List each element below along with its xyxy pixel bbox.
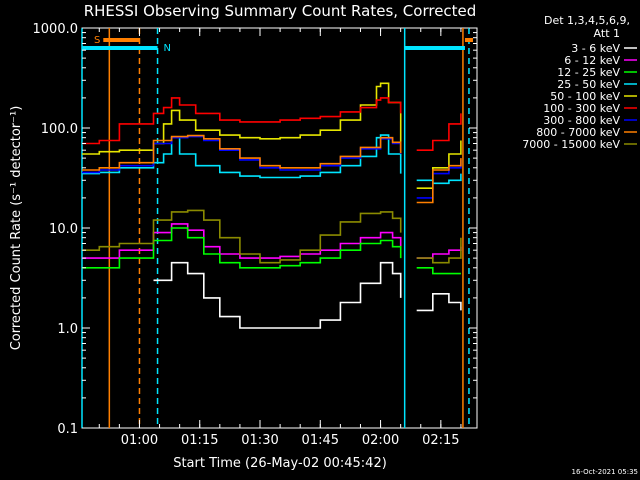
series-line	[82, 209, 462, 264]
y-tick-label: 100.0	[41, 122, 78, 137]
legend-label: 6 - 12 keV	[564, 54, 620, 67]
y-tick-label: 0.1	[57, 422, 78, 437]
series-line	[82, 227, 461, 275]
legend-label: 25 - 50 keV	[557, 78, 620, 91]
legend-label: 800 - 7000 keV	[536, 126, 620, 139]
flag-label: S	[94, 35, 100, 46]
x-tick-label: 02:00	[362, 433, 399, 448]
x-tick-label: 01:45	[302, 433, 339, 448]
y-tick-label: 1000.0	[33, 22, 79, 37]
x-tick-label: 02:15	[422, 433, 459, 448]
x-tick-label: 01:00	[121, 433, 158, 448]
legend-label: 3 - 6 keV	[571, 42, 620, 55]
series-line	[153, 261, 462, 329]
series-line	[82, 97, 462, 151]
series-lines	[82, 82, 462, 329]
x-tick-label: 01:30	[241, 433, 278, 448]
vertical-markers	[81, 28, 470, 428]
generation-timestamp: 16-Oct-2021 05:35	[572, 468, 638, 476]
plot-frame	[81, 27, 478, 429]
legend-label: 100 - 300 keV	[543, 102, 620, 115]
y-axis-label: Corrected Count Rate (s⁻¹ detector⁻¹)	[9, 106, 24, 351]
legend-label: 50 - 100 keV	[550, 90, 620, 103]
legend-label: 300 - 800 keV	[543, 114, 620, 127]
legend-label: 12 - 25 keV	[557, 66, 620, 79]
x-axis-ticks: 01:00 01:15 01:30 01:45 02:00 02:15	[98, 28, 462, 448]
y-tick-label: 10.0	[49, 222, 78, 237]
series-line	[82, 134, 462, 204]
chart-title: RHESSI Observing Summary Count Rates, Co…	[84, 2, 477, 20]
flag-label: N	[164, 43, 171, 54]
y-tick-label: 1.0	[57, 322, 78, 337]
x-axis-label: Start Time (26-May-02 00:45:42)	[173, 456, 387, 471]
x-tick-label: 01:15	[181, 433, 218, 448]
flag-bars: SN	[82, 35, 473, 54]
y-axis-ticks: 0.1 1.0 10.0 100.0 1000.0	[33, 22, 477, 437]
legend-label: 7000 - 15000 keV	[522, 138, 620, 151]
legend-header-line-2: Att 1	[594, 27, 620, 40]
legend-header-line-1: Det 1,3,4,5,6,9,	[544, 14, 630, 27]
